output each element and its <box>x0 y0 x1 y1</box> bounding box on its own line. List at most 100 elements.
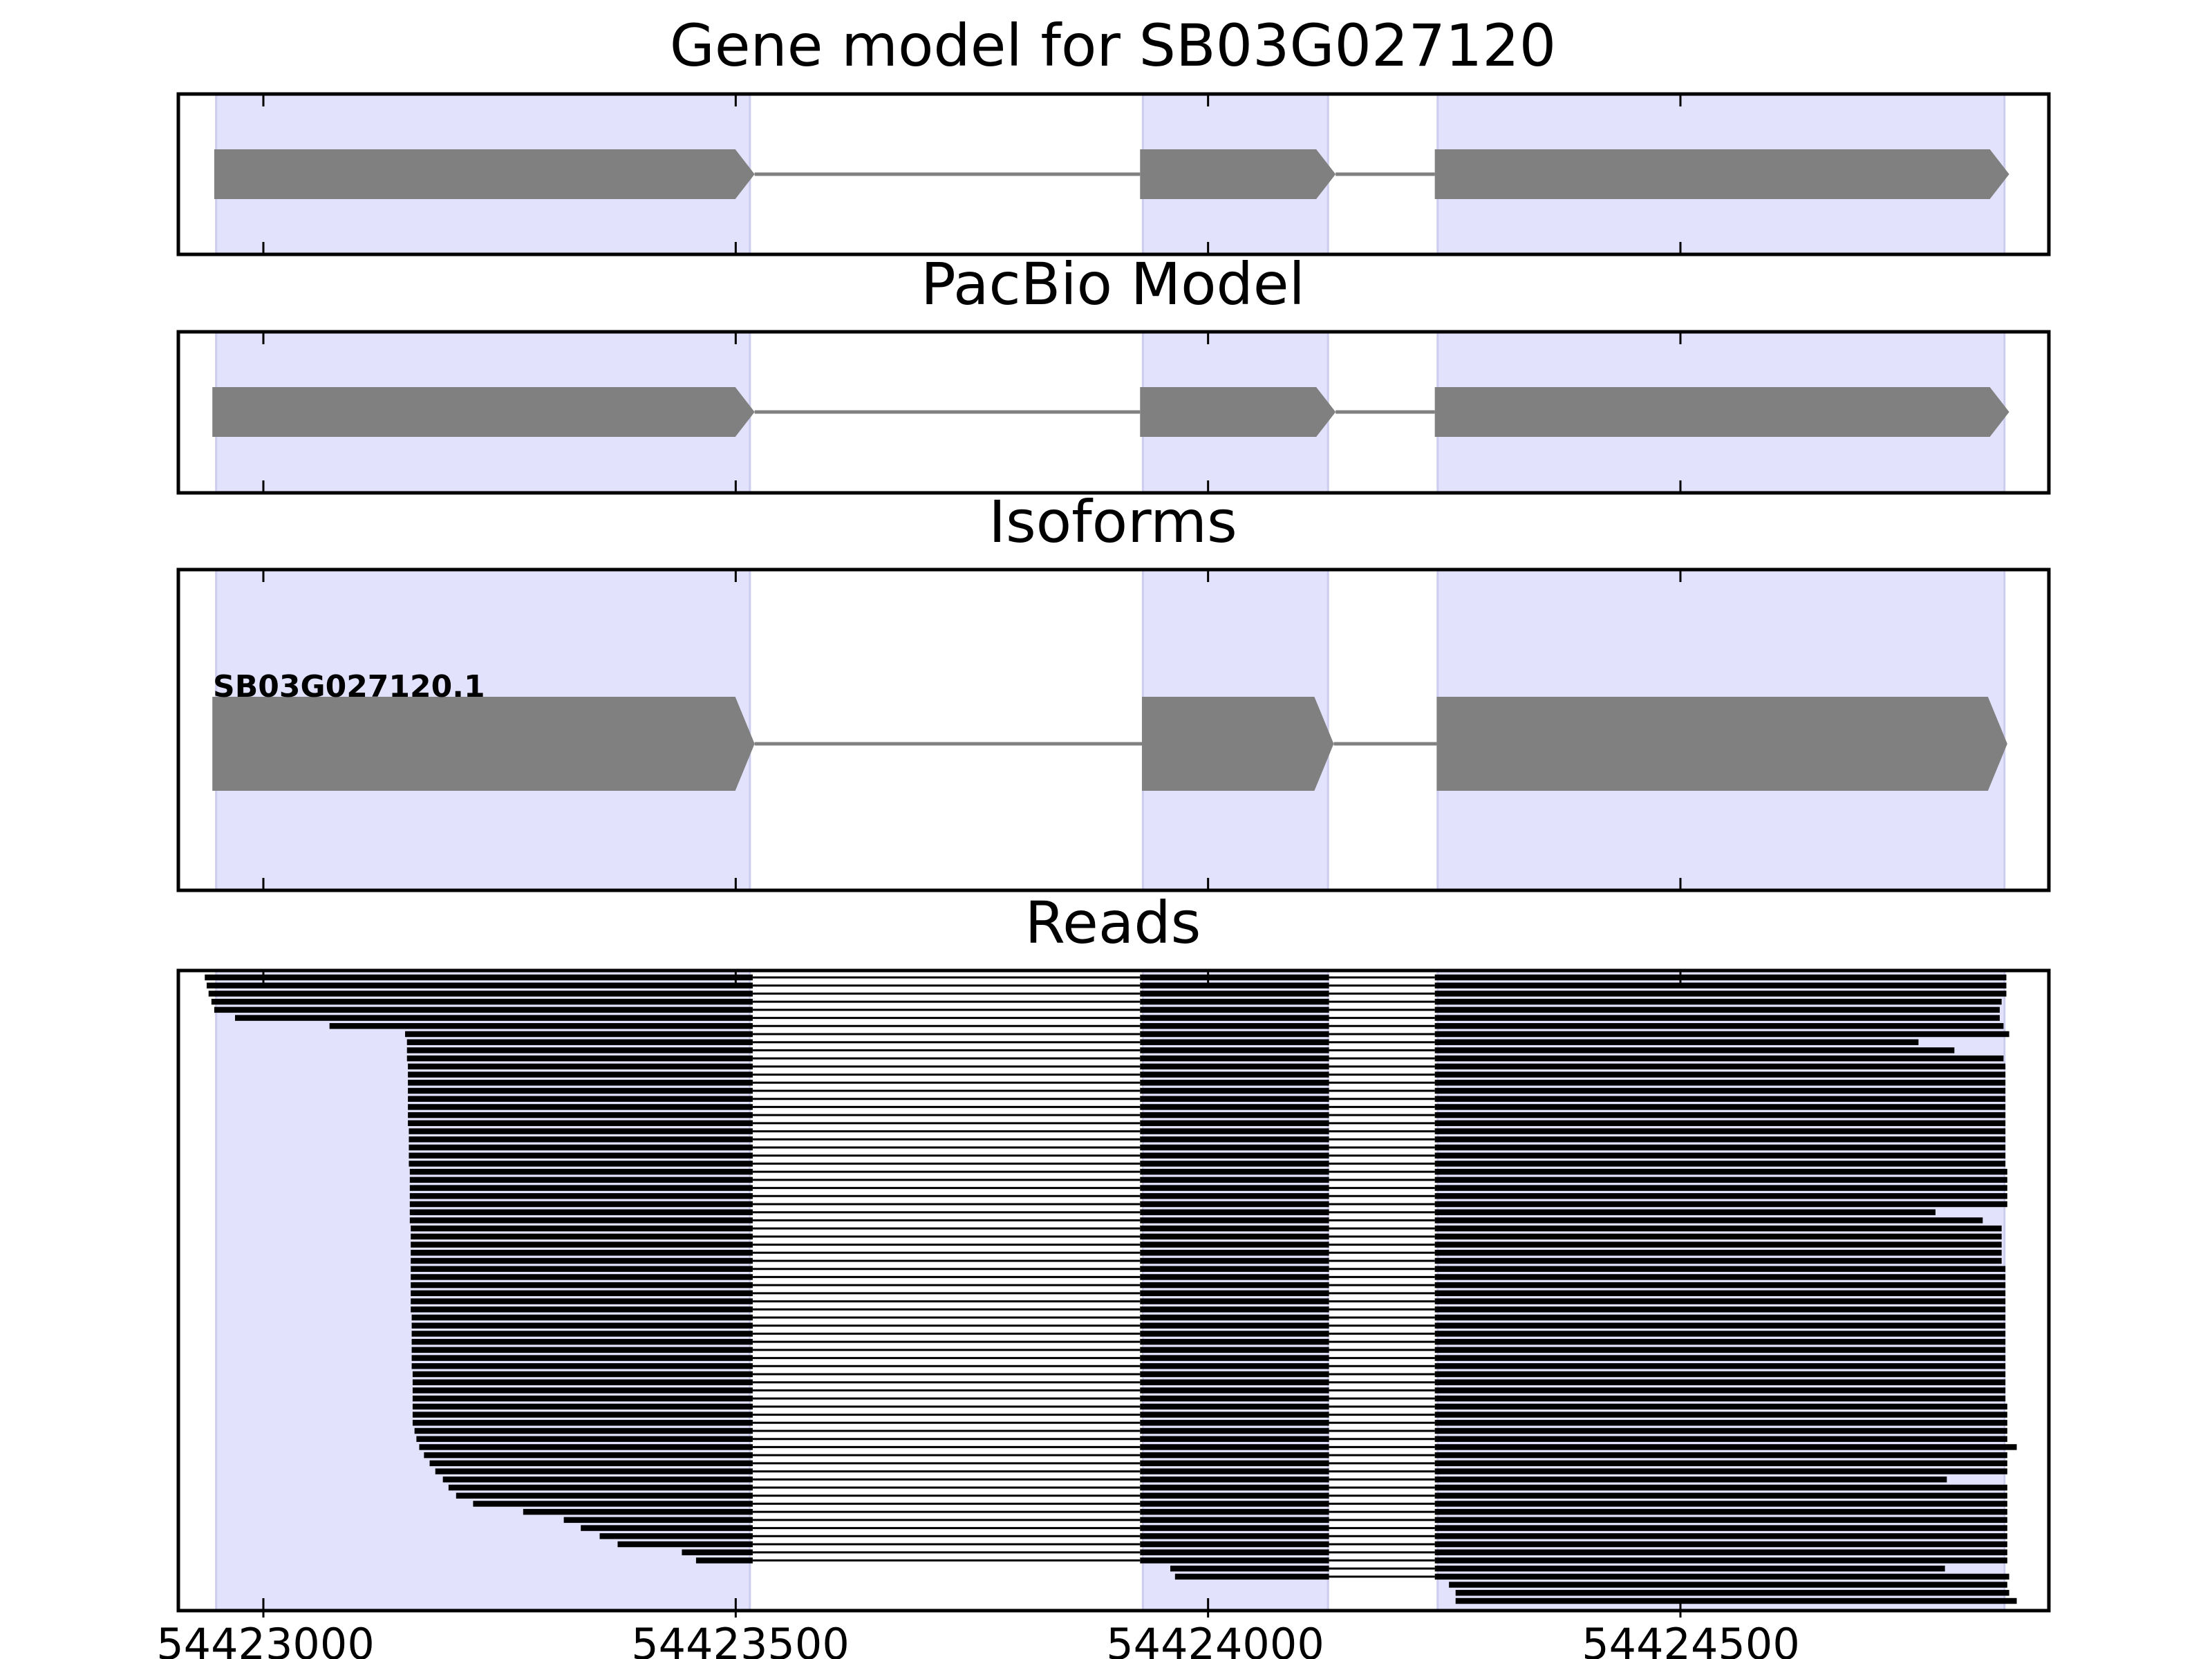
read-segment <box>1140 1225 1329 1232</box>
read-segment <box>1434 1477 1947 1483</box>
read-segment <box>1434 1161 2006 1167</box>
read-segment <box>1449 1582 2007 1588</box>
read-segment <box>1140 1436 1329 1442</box>
panel-frame <box>176 968 2051 1613</box>
read-segment <box>1140 1274 1329 1280</box>
read-segment <box>1140 1517 1329 1524</box>
read-segment <box>1434 1185 2007 1191</box>
read-segment <box>235 1015 753 1021</box>
read-segment <box>1434 1071 2006 1078</box>
read-segment <box>1434 1460 2007 1467</box>
read-segment <box>1140 1193 1329 1199</box>
read-segment <box>1434 1152 2006 1159</box>
x-tick-label: 54424000 <box>1106 1619 1324 1659</box>
read-segment <box>1434 1306 2006 1313</box>
read-segment <box>412 1420 753 1426</box>
read-segment <box>1434 1427 2007 1434</box>
read-segment <box>1140 1395 1329 1402</box>
read-segment <box>1140 1412 1329 1418</box>
read-segment <box>1140 1080 1329 1086</box>
read-segment <box>414 1427 753 1434</box>
read-segment <box>1140 1152 1329 1159</box>
read-segment <box>1434 982 2007 988</box>
read-segment <box>409 1144 753 1151</box>
read-segment <box>1140 1444 1329 1450</box>
read-segment <box>1140 1015 1329 1021</box>
read-segment <box>411 1338 753 1345</box>
read-segment <box>1140 1508 1329 1515</box>
read-segment <box>1434 1250 2002 1256</box>
panel-frame <box>176 330 2051 495</box>
read-segment <box>1140 1282 1329 1288</box>
read-segment <box>1140 1185 1329 1191</box>
exon-block <box>1434 149 2009 199</box>
read-segment <box>1140 1492 1329 1499</box>
read-segment <box>1140 1087 1329 1094</box>
read-segment <box>695 1557 753 1564</box>
read-segment <box>1434 1087 2006 1094</box>
read-segment <box>1140 1233 1329 1240</box>
read-segment <box>1434 1136 2006 1143</box>
read-segment <box>1140 1096 1329 1102</box>
read-segment <box>1140 1209 1329 1215</box>
read-segment <box>1434 1290 2006 1297</box>
read-segment <box>1140 1128 1329 1134</box>
read-segment <box>1140 1104 1329 1110</box>
read-segment <box>456 1492 753 1499</box>
panel-title-gene-model: Gene model for SB03G027120 <box>670 12 1556 79</box>
read-segment <box>435 1468 753 1474</box>
read-segment <box>411 1282 753 1288</box>
read-segment <box>411 1274 753 1280</box>
read-segment <box>412 1403 753 1410</box>
read-segment <box>411 1257 753 1264</box>
exon-block <box>1140 387 1336 437</box>
read-segment <box>1434 1525 2007 1531</box>
x-tick-label: 54424500 <box>1582 1619 1800 1659</box>
read-segment <box>1434 1266 2006 1272</box>
read-segment <box>412 1395 753 1402</box>
read-segment <box>1434 1039 1919 1045</box>
read-segment <box>1434 1193 2007 1199</box>
read-segment <box>1434 1379 2006 1385</box>
read-segment <box>1140 998 1329 1005</box>
read-segment <box>1434 1241 2002 1248</box>
read-segment <box>207 982 753 988</box>
read-segment <box>1140 1241 1329 1248</box>
read-segment <box>1140 1257 1329 1264</box>
read-segment <box>1140 1338 1329 1345</box>
read-segment <box>411 1290 753 1297</box>
read-segment <box>424 1452 753 1459</box>
read-segment <box>1140 1266 1329 1272</box>
read-segment <box>1434 1371 2006 1378</box>
read-segment <box>411 1355 753 1361</box>
read-segment <box>1140 1201 1329 1208</box>
read-segment <box>1434 1468 2007 1474</box>
read-segment <box>1434 1217 1983 1224</box>
panel-title-pacbio-model: PacBio Model <box>921 250 1305 318</box>
exon-block <box>1436 697 2007 791</box>
read-segment <box>411 1233 753 1240</box>
read-segment <box>408 1096 753 1102</box>
read-segment <box>1434 1282 2006 1288</box>
read-segment <box>205 974 753 981</box>
read-segment <box>412 1412 753 1418</box>
read-segment <box>617 1541 753 1548</box>
read-segment <box>1434 1274 2006 1280</box>
read-segment <box>1434 1257 2002 1264</box>
read-segment <box>1140 1501 1329 1507</box>
read-segment <box>1140 1484 1329 1491</box>
read-segment <box>1140 1452 1329 1459</box>
read-segment <box>1140 1420 1329 1426</box>
x-tick-label: 54423000 <box>156 1619 375 1659</box>
read-segment <box>208 991 753 997</box>
read-segment <box>1434 1412 2007 1418</box>
read-segment <box>1434 1452 2007 1459</box>
panel-title-reads: Reads <box>1025 889 1201 957</box>
read-segment <box>1434 1047 1955 1053</box>
read-segment <box>1140 1460 1329 1467</box>
read-segment <box>1434 1395 2006 1402</box>
read-segment <box>1140 1063 1329 1070</box>
read-segment <box>1140 1055 1329 1062</box>
read-segment <box>1140 1217 1329 1224</box>
read-segment <box>1434 1322 2006 1329</box>
